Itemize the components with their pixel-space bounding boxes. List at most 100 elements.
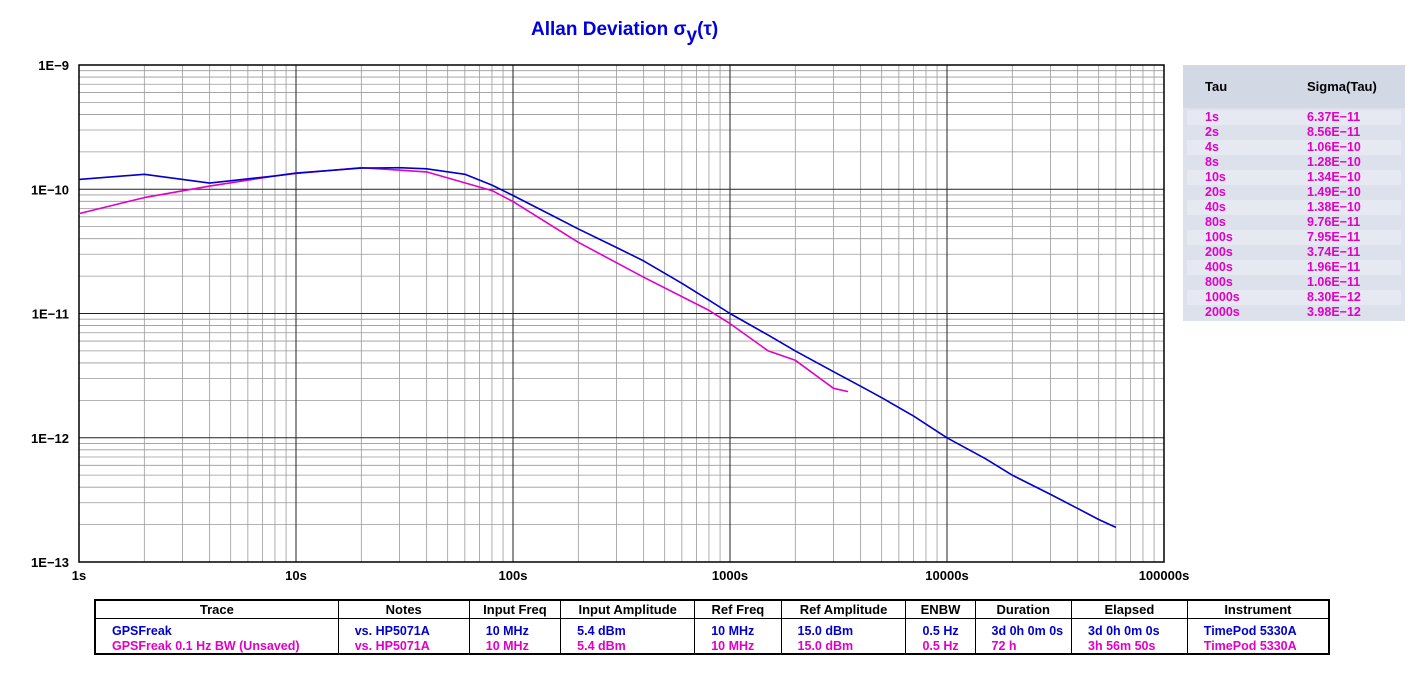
trace-cell: 5.4 dBm [560, 618, 696, 639]
tau-row: 20s 1.49E−10 [1187, 185, 1401, 200]
trace-col-header: Ref Amplitude [780, 599, 907, 619]
trace-cell: 72 h [974, 638, 1073, 654]
sigma-value: 1.06E−11 [1307, 275, 1361, 289]
sigma-value: 8.30E−12 [1307, 290, 1361, 304]
trace-col-header: Input Freq [468, 599, 562, 619]
series-line-0 [78, 166, 1117, 529]
tau-value: 800s [1205, 275, 1233, 289]
trace-cell: 10 MHz [468, 618, 562, 639]
tau-value: 1000s [1205, 290, 1240, 304]
sigma-value: 1.34E−10 [1307, 170, 1361, 184]
tau-value: 20s [1205, 185, 1226, 199]
tau-row: 2s 8.56E−11 [1187, 125, 1401, 140]
tau-row: 1s 6.37E−11 [1187, 110, 1401, 125]
trace-cell: 15.0 dBm [780, 638, 907, 654]
sigma-value: 7.95E−11 [1307, 230, 1361, 244]
tau-header-label: Tau [1205, 79, 1228, 94]
sigma-value: 1.06E−10 [1307, 140, 1361, 154]
sigma-value: 1.49E−10 [1307, 185, 1361, 199]
series-layer [78, 166, 1117, 529]
sigma-value: 8.56E−11 [1307, 125, 1361, 139]
y-tick-label: 1E−12 [31, 431, 69, 446]
trace-col-header: Duration [974, 599, 1073, 619]
plot-frame [78, 64, 1165, 563]
trace-cell: 15.0 dBm [780, 618, 907, 639]
x-tick-label: 100s [499, 568, 528, 583]
x-tick-label: 10000s [925, 568, 968, 583]
tau-value: 4s [1205, 140, 1219, 154]
trace-cell: 10 MHz [694, 618, 782, 639]
chart-title: Allan Deviation σy(τ) [531, 19, 718, 46]
trace-cell: TimePod 5330A [1186, 638, 1330, 654]
trace-cell: 3d 0h 0m 0s [1071, 618, 1188, 639]
x-tick-label: 1s [72, 568, 86, 583]
tau-value: 400s [1205, 260, 1233, 274]
trace-cell: vs. HP5071A [337, 618, 470, 639]
title-tail: (τ) [697, 19, 718, 40]
trace-table: Trace Notes Input Freq Input Amplitude Ref F… [94, 599, 1330, 655]
tau-row: 10s 1.34E−10 [1187, 170, 1401, 185]
trace-col-header: Ref Freq [694, 599, 782, 619]
trace-cell: vs. HP5071A [337, 638, 470, 654]
trace-table-body: GPSFreak vs. HP5071A 10 MHz 5.4 dBm 10 MHz 15… [94, 618, 1330, 654]
trace-cell: GPSFreak [94, 618, 339, 639]
sigma-header-label: Sigma(Tau) [1307, 79, 1377, 94]
y-axis-ticks: 1E−9 1E−10 1E−11 1E−12 1E−13 [31, 58, 69, 570]
y-tick-label: 1E−9 [38, 58, 69, 73]
trace-cell: GPSFreak 0.1 Hz BW (Unsaved) [94, 638, 339, 654]
title-subscript: y [687, 25, 698, 46]
tau-value: 80s [1205, 215, 1226, 229]
x-tick-label: 10s [285, 568, 307, 583]
trace-row: GPSFreak 0.1 Hz BW (Unsaved) vs. HP5071A 1… [94, 638, 1330, 654]
major-grid [79, 65, 1164, 562]
tau-value: 40s [1205, 200, 1226, 214]
y-tick-label: 1E−10 [31, 182, 69, 197]
tau-value: 10s [1205, 170, 1226, 184]
trace-col-header: Instrument [1186, 599, 1330, 619]
x-tick-label: 100000s [1139, 568, 1190, 583]
sigma-value: 3.74E−11 [1307, 245, 1361, 259]
tau-sigma-header: Tau Sigma(Tau) [1183, 65, 1405, 108]
trace-cell: TimePod 5330A [1186, 618, 1330, 639]
tau-value: 200s [1205, 245, 1233, 259]
tau-sigma-panel: Tau Sigma(Tau) 1s 6.37E−11 2s 8.56E−11 4s 1.0… [1183, 65, 1405, 321]
tau-row: 400s 1.96E−11 [1187, 260, 1401, 275]
sigma-value: 1.96E−11 [1307, 260, 1361, 274]
tau-value: 2000s [1205, 305, 1240, 319]
tau-value: 8s [1205, 155, 1219, 169]
sigma-value: 1.38E−10 [1307, 200, 1361, 214]
trace-col-header: Input Amplitude [560, 599, 696, 619]
trace-row: GPSFreak vs. HP5071A 10 MHz 5.4 dBm 10 MHz 15… [94, 618, 1330, 639]
tau-row: 100s 7.95E−11 [1187, 230, 1401, 245]
trace-col-header: Elapsed [1071, 599, 1188, 619]
trace-col-header: Trace [94, 599, 339, 619]
trace-col-header: Notes [337, 599, 470, 619]
sigma-value: 9.76E−11 [1307, 215, 1361, 229]
trace-cell: 3h 56m 50s [1071, 638, 1188, 654]
tau-row: 8s 1.28E−10 [1187, 155, 1401, 170]
trace-cell: 10 MHz [694, 638, 782, 654]
series-line-1 [78, 166, 849, 393]
tau-value: 100s [1205, 230, 1233, 244]
trace-cell: 0.5 Hz [905, 618, 976, 639]
tau-row: 4s 1.06E−10 [1187, 140, 1401, 155]
trace-cell: 0.5 Hz [905, 638, 976, 654]
tau-row: 40s 1.38E−10 [1187, 200, 1401, 215]
tau-row: 2000s 3.98E−12 [1187, 305, 1401, 320]
sigma-value: 6.37E−11 [1307, 110, 1361, 124]
tau-row: 200s 3.74E−11 [1187, 245, 1401, 260]
trace-cell: 5.4 dBm [560, 638, 696, 654]
title-main: Allan Deviation σ [531, 19, 687, 40]
tau-row: 800s 1.06E−11 [1187, 275, 1401, 290]
x-axis-ticks: 1s 10s 100s 1000s 10000s 100000s [72, 568, 1190, 583]
x-tick-label: 1000s [712, 568, 748, 583]
sigma-value: 1.28E−10 [1307, 155, 1361, 169]
y-tick-label: 1E−13 [31, 555, 69, 570]
tau-row: 1000s 8.30E−12 [1187, 290, 1401, 305]
sigma-value: 3.98E−12 [1307, 305, 1361, 319]
trace-cell: 3d 0h 0m 0s [974, 618, 1073, 639]
tau-value: 1s [1205, 110, 1219, 124]
trace-cell: 10 MHz [468, 638, 562, 654]
trace-table-header: Trace Notes Input Freq Input Amplitude Ref F… [94, 599, 1330, 619]
